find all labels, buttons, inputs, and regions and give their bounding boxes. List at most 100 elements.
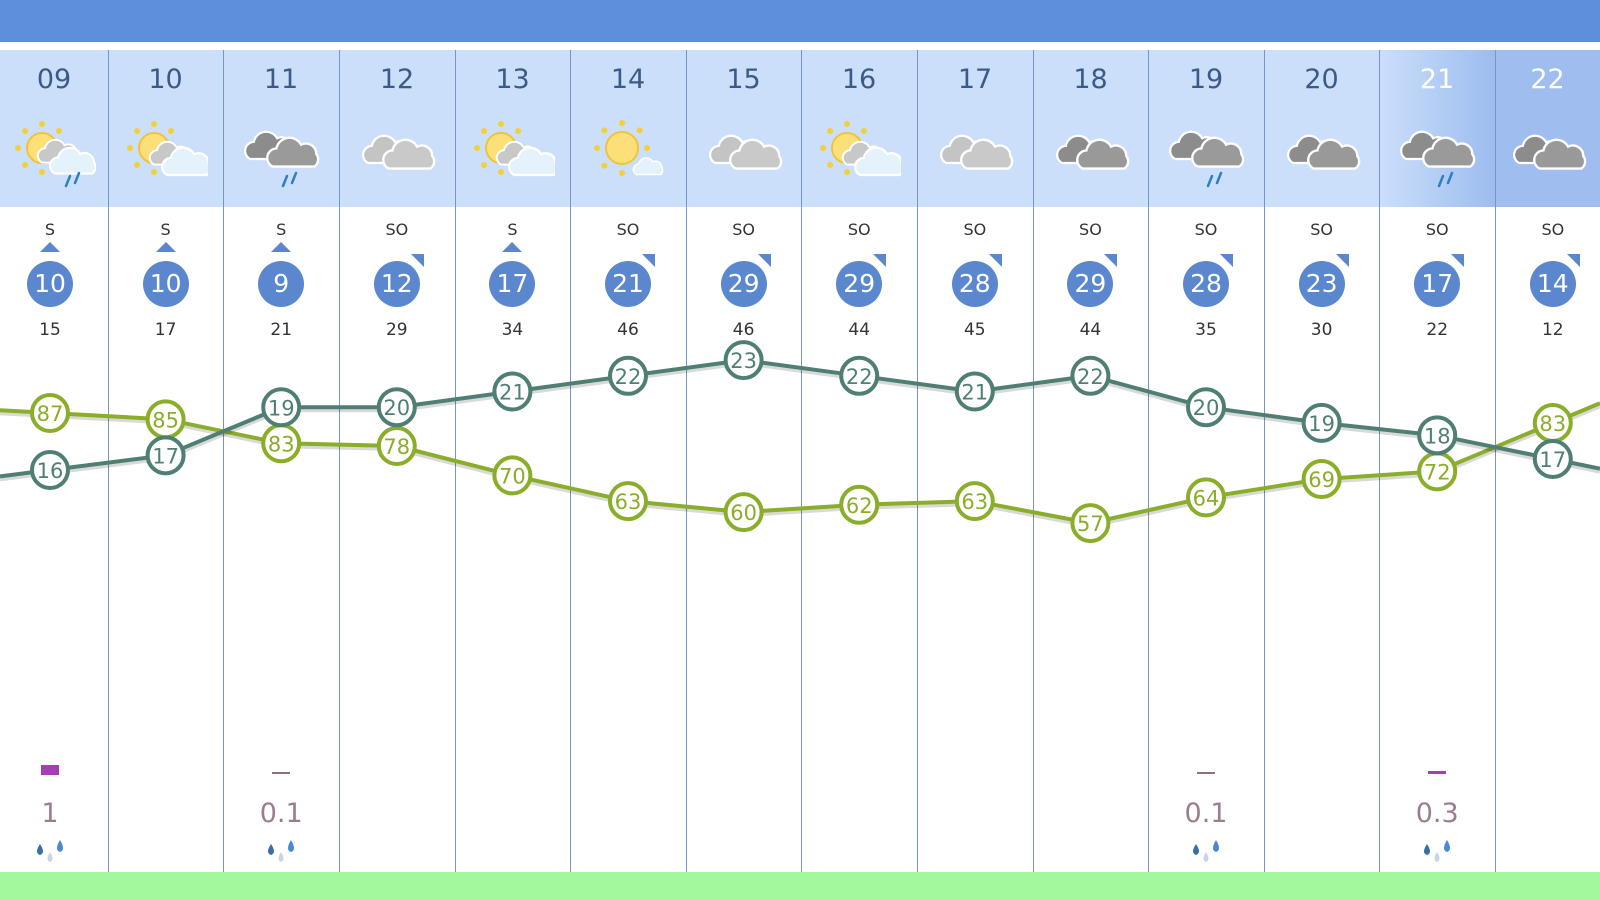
wind-arrow-icon [873, 254, 887, 267]
wind-direction: SO [616, 220, 640, 239]
day-header[interactable]: 19 [1148, 50, 1264, 207]
wind-gust: 22 [1426, 320, 1449, 340]
day-header[interactable]: 18 [1033, 50, 1148, 207]
day-header[interactable]: 20 [1264, 50, 1379, 207]
weather-cloud-dark-icon [1055, 134, 1129, 170]
wind-gust: 44 [1079, 320, 1102, 340]
day-number: 11 [263, 64, 299, 95]
wind-arrow-icon [271, 242, 292, 252]
wind-direction: SO [1194, 220, 1218, 239]
weather-cloud-rain-icon [1169, 130, 1245, 188]
weather-sun-cloud-icon [820, 121, 901, 177]
wind-speed: 28 [951, 261, 998, 307]
wind-arrow-icon [1566, 254, 1580, 267]
column-divider [339, 50, 340, 900]
rain-drops-icon [37, 840, 63, 862]
weather-sun-cloud-rain-icon [15, 121, 96, 188]
wind-arrow-icon [155, 242, 176, 252]
rain-drops-icon [268, 840, 295, 862]
weather-cloud-dark-icon [1512, 134, 1586, 170]
day-number: 14 [610, 64, 646, 95]
column-divider [1379, 50, 1380, 900]
day-column: 12 SO 12 29 [339, 50, 455, 900]
rain-drops-icon [1424, 840, 1451, 862]
column-divider [801, 50, 802, 900]
precipitation-value: 0.3 [1415, 798, 1459, 829]
day-header[interactable]: 14 [570, 50, 686, 207]
wind-direction: S [160, 220, 171, 239]
wind-speed: 17 [1414, 261, 1461, 307]
header-band [0, 50, 1600, 207]
wind-direction: S [507, 220, 518, 239]
day-column: 19 SO 28 35 0.1 [1148, 50, 1264, 900]
day-column: 21 SO 17 22 0.3 [1379, 50, 1495, 900]
day-number: 18 [1073, 64, 1108, 95]
day-number: 12 [379, 64, 415, 95]
wind-speed: 21 [605, 261, 651, 307]
day-header[interactable]: 10 [108, 50, 223, 207]
day-number: 13 [495, 64, 530, 95]
wind-gust: 21 [270, 320, 293, 340]
column-divider [223, 50, 224, 900]
wind-arrow-icon [1220, 254, 1233, 267]
day-header[interactable]: 11 [223, 50, 339, 207]
wind-gust: 30 [1310, 320, 1333, 340]
column-divider [455, 50, 456, 900]
wind-direction: SO [1079, 220, 1102, 239]
wind-direction: SO [1541, 220, 1565, 239]
wind-arrow-icon [1104, 254, 1118, 267]
wind-direction: S [276, 220, 287, 239]
wind-gust: 35 [1195, 320, 1217, 340]
day-number: 17 [957, 64, 993, 95]
day-header[interactable]: 13 [455, 50, 570, 207]
weather-cloud-dark-icon [1286, 134, 1360, 170]
wind-speed: 29 [720, 261, 767, 307]
wind-arrow-icon [1335, 254, 1349, 267]
day-number: 22 [1530, 64, 1565, 95]
day-number: 19 [1188, 64, 1224, 95]
wind-speed: 10 [27, 261, 73, 307]
weather-sun-small-cloud-icon [594, 120, 664, 176]
precip-bar [1428, 771, 1447, 774]
day-column: 20 SO 23 30 [1264, 50, 1379, 900]
precip-bar [41, 765, 59, 775]
column-divider [1264, 50, 1265, 900]
wind-arrow-icon [642, 254, 655, 267]
wind-direction: SO [385, 220, 409, 239]
day-header[interactable]: 17 [917, 50, 1033, 207]
day-column: 16 SO 29 44 [801, 50, 917, 900]
wind-arrow-icon [502, 242, 523, 252]
weather-cloud-rain-icon [244, 130, 320, 188]
weather-cloud-icon [940, 134, 1014, 170]
wind-arrow-icon [410, 254, 424, 267]
weather-cloud-icon [362, 134, 436, 170]
day-column: 10 S 10 17 [108, 50, 223, 900]
day-header[interactable]: 12 [339, 50, 455, 207]
bottom-band [0, 872, 1600, 900]
wind-speed: 9 [258, 261, 305, 307]
day-column: 13 S 17 34 [455, 50, 570, 900]
column-divider [686, 50, 687, 900]
wind-speed: 28 [1183, 261, 1229, 307]
day-header[interactable]: 21 [1379, 50, 1495, 207]
wind-speed: 29 [1067, 261, 1114, 307]
day-number: 21 [1419, 64, 1455, 95]
weather-sun-cloud-icon [126, 121, 208, 177]
day-header[interactable]: 22 [1495, 50, 1600, 207]
day-column: 09 S 10 15 1 [0, 50, 108, 900]
day-number: 20 [1304, 64, 1339, 95]
column-divider [108, 50, 109, 900]
wind-gust: 34 [501, 320, 524, 340]
wind-direction: SO [1425, 220, 1449, 239]
day-number: 16 [841, 64, 877, 95]
day-header[interactable]: 16 [801, 50, 917, 207]
day-column: 11 S 9 21 0.1 [223, 50, 339, 900]
weather-cloud-rain-icon [1400, 130, 1476, 188]
day-header[interactable]: 15 [686, 50, 801, 207]
day-header[interactable]: 09 [0, 50, 108, 207]
day-number: 15 [726, 64, 761, 95]
day-column: 18 SO 29 44 [1033, 50, 1148, 900]
column-divider [1033, 50, 1034, 900]
wind-direction: SO [847, 220, 871, 239]
wind-direction: SO [963, 220, 987, 239]
